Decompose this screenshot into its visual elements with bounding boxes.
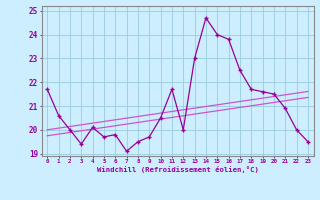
X-axis label: Windchill (Refroidissement éolien,°C): Windchill (Refroidissement éolien,°C) [97,166,259,173]
